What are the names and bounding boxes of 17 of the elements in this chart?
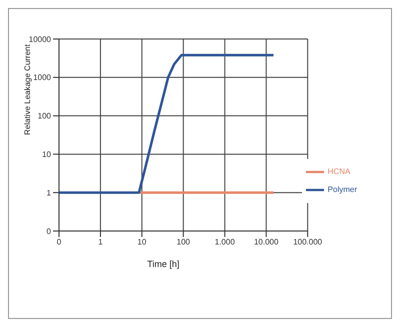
x-tick-label: 10	[137, 238, 147, 247]
legend-label: Polymer	[328, 185, 357, 194]
x-tick-label: 0	[56, 238, 62, 247]
y-tick-label: 1000	[33, 73, 52, 82]
y-tick-label: 10000	[28, 34, 52, 44]
y-tick-label: 0	[46, 226, 52, 236]
x-tick-label: 1	[98, 238, 104, 247]
y-tick-label: 100	[38, 112, 52, 121]
y-tick-label: 1	[46, 188, 52, 198]
x-tick-label: 100	[176, 238, 191, 247]
x-tick-label: 10.000	[254, 238, 279, 247]
x-tick-label: 1.000	[214, 238, 236, 247]
legend-label: HCNA	[328, 167, 350, 176]
x-axis-title: Time [h]	[147, 259, 180, 269]
y-tick-label: 10	[42, 150, 52, 160]
y-axis-title: Relative Leakage Current	[22, 44, 32, 135]
x-tick-label: 100.000	[293, 238, 323, 247]
